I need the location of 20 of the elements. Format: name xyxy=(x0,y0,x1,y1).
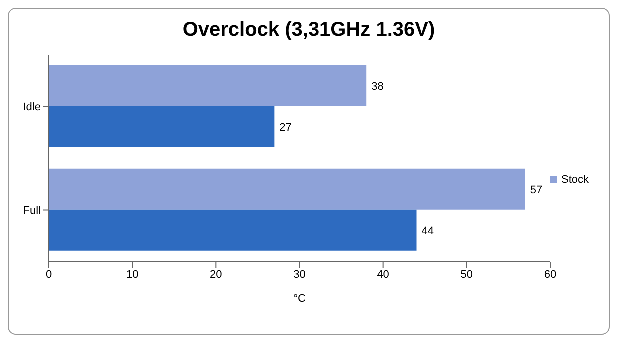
legend-label: Stock xyxy=(561,174,589,186)
y-tick-label: Full xyxy=(23,205,41,218)
x-tick-label: 50 xyxy=(460,268,474,281)
x-tick-label: 20 xyxy=(210,268,222,281)
data-label: 38 xyxy=(372,80,384,93)
x-tick-label: 0 xyxy=(46,268,52,281)
bar xyxy=(49,168,526,210)
data-label: 44 xyxy=(422,225,434,238)
bar xyxy=(49,65,367,106)
x-axis-title: °C xyxy=(294,293,306,305)
x-tick-label: 40 xyxy=(377,268,390,281)
x-tick-label: 30 xyxy=(294,268,306,281)
x-tick-label: 10 xyxy=(126,268,139,281)
y-tick-label: Idle xyxy=(23,102,41,114)
bar xyxy=(49,106,275,148)
data-label: 27 xyxy=(280,122,292,134)
bar xyxy=(49,210,417,251)
x-tick-label: 60 xyxy=(544,268,557,281)
data-label: 57 xyxy=(530,184,543,196)
chart-title: Overclock (3,31GHz 1.36V) xyxy=(182,19,436,43)
